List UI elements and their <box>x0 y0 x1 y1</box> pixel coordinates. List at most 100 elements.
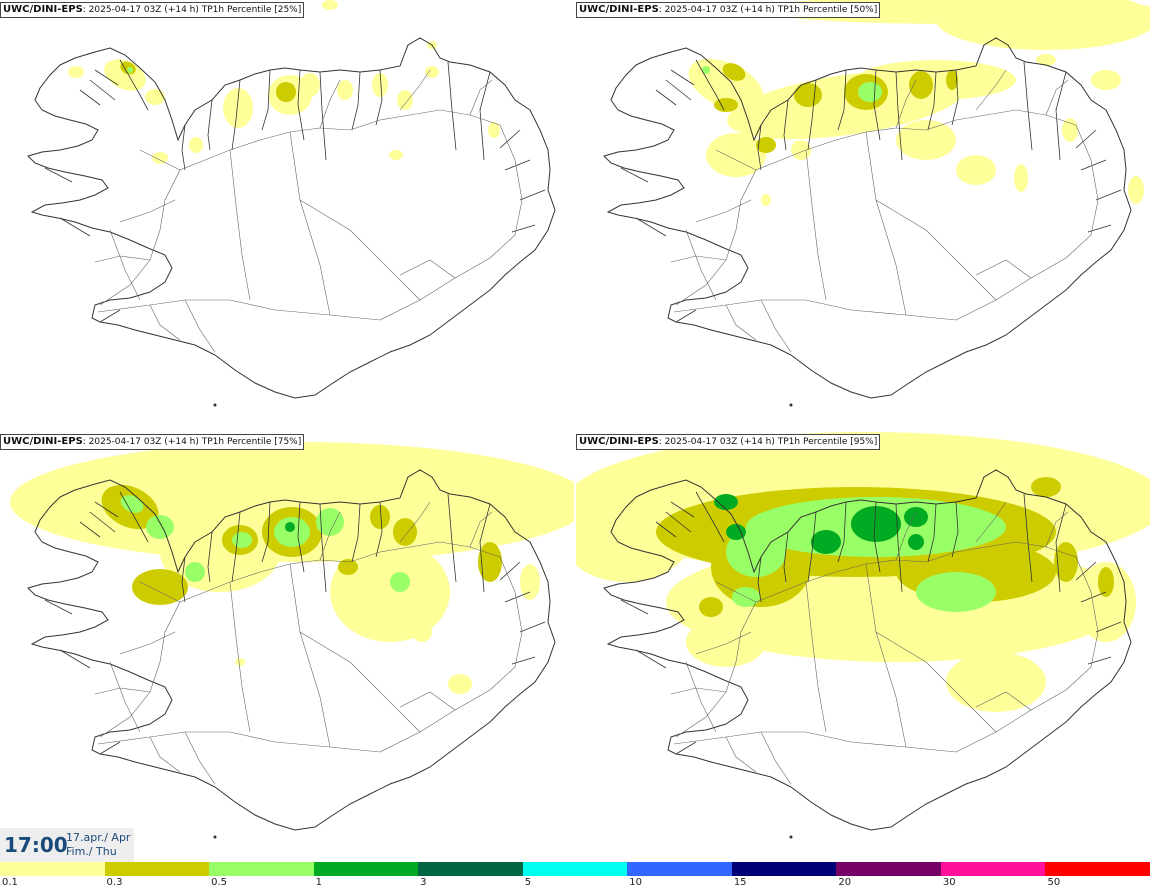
precip-area <box>120 495 144 513</box>
colorbar-segment <box>0 862 106 876</box>
colorbar-segment <box>522 862 628 876</box>
road-line <box>319 511 341 561</box>
fjord-line <box>1075 561 1097 581</box>
precip-area <box>152 152 168 164</box>
road-line <box>975 259 1032 279</box>
precip-area <box>956 155 996 185</box>
precip-area <box>322 0 338 10</box>
fjord-line <box>94 501 119 518</box>
fjord-line <box>181 556 186 603</box>
fjord-line <box>895 503 903 593</box>
valid-time: 17:00 <box>4 833 68 857</box>
fjord-line <box>261 69 271 131</box>
precip-area <box>811 530 841 554</box>
precip-area <box>274 517 310 547</box>
precip-area <box>412 622 432 642</box>
road-line <box>119 199 176 223</box>
panel-info: : 2025-04-17 03Z (+14 h) TP1h Percentile… <box>82 5 302 15</box>
fjord-line <box>873 501 881 573</box>
fjord-line <box>261 501 271 563</box>
precip-area <box>390 572 410 592</box>
fjord-line <box>670 69 695 86</box>
road-line <box>805 149 827 301</box>
precip-area <box>185 562 205 582</box>
fjord-line <box>837 69 847 131</box>
fjord-line <box>783 99 789 151</box>
precip-area <box>702 66 710 74</box>
precip-area <box>936 0 1150 50</box>
valid-date-line2: Fim./ Thu <box>66 845 117 858</box>
precip-area <box>896 120 956 160</box>
precip-area <box>393 518 417 546</box>
precip-area <box>726 527 786 577</box>
precip-area <box>285 522 295 532</box>
fjord-line <box>1023 61 1033 151</box>
fjord-line <box>695 491 725 543</box>
precip-area <box>448 674 472 694</box>
precip-area <box>1128 176 1144 204</box>
fjord-line <box>231 511 241 583</box>
precip-area <box>756 137 776 153</box>
fjord-line <box>665 79 692 101</box>
fjord-line <box>89 79 116 101</box>
coastline <box>27 37 556 399</box>
fjord-line <box>927 71 937 131</box>
colorbar <box>0 862 1150 876</box>
panel-info: : 2025-04-17 03Z (+14 h) TP1h Percentile… <box>658 437 878 447</box>
road-line <box>97 234 516 321</box>
fjord-line <box>1095 189 1122 201</box>
road-line <box>760 731 792 785</box>
fjord-line <box>620 599 649 615</box>
road-line <box>299 631 381 693</box>
fjord-line <box>1055 71 1067 161</box>
precip-area <box>851 506 901 542</box>
road-line <box>955 691 997 733</box>
fjord-line <box>1087 656 1112 665</box>
map-p95 <box>576 432 1150 839</box>
road-line <box>955 259 997 301</box>
fjord-line <box>511 656 536 665</box>
fjord-line <box>207 531 213 583</box>
fjord-line <box>655 89 677 106</box>
road-line <box>725 304 757 341</box>
precip-area <box>478 542 502 582</box>
precip-area <box>726 524 746 540</box>
fjord-line <box>951 69 959 126</box>
colorbar-segment <box>418 862 524 876</box>
fjord-line <box>1095 621 1122 633</box>
precip-area <box>714 494 738 510</box>
fjord-line <box>807 511 817 583</box>
road-line <box>715 581 757 603</box>
fjord-line <box>1080 159 1107 171</box>
fjord-line <box>695 59 725 111</box>
fjord-line <box>670 501 695 518</box>
road-line <box>875 199 957 261</box>
fjord-line <box>927 503 937 563</box>
fjord-line <box>757 124 762 171</box>
fjord-line <box>375 69 383 126</box>
road-line <box>184 299 216 353</box>
fjord-line <box>873 69 881 141</box>
map-panel-p95: UWC/DINI-EPS: 2025-04-17 03Z (+14 h) TP1… <box>576 432 1150 862</box>
road-line <box>895 79 917 129</box>
colorbar-ticks: 0.1 0.3 0.5 1 3 5 10 15 20 30 50 <box>0 877 1150 891</box>
fjord-line <box>231 79 241 151</box>
fjord-line <box>99 741 121 755</box>
precip-area <box>791 140 811 160</box>
fjord-line <box>1080 591 1107 603</box>
island <box>213 403 217 407</box>
fjord-line <box>99 309 121 323</box>
panel-source: UWC/DINI-EPS <box>579 436 659 447</box>
precip-area <box>145 89 165 105</box>
precip-area <box>904 507 928 527</box>
colorbar-segment <box>627 862 733 876</box>
precip-area <box>316 508 344 536</box>
fjord-line <box>375 501 383 558</box>
valid-date-line1: 17.apr./ Apr <box>66 831 131 844</box>
precip-area <box>337 80 353 100</box>
fjord-line <box>94 69 119 86</box>
fjord-line <box>837 501 847 563</box>
precip-area <box>761 194 771 206</box>
precip-area <box>1062 118 1078 142</box>
precip-area <box>276 82 296 102</box>
